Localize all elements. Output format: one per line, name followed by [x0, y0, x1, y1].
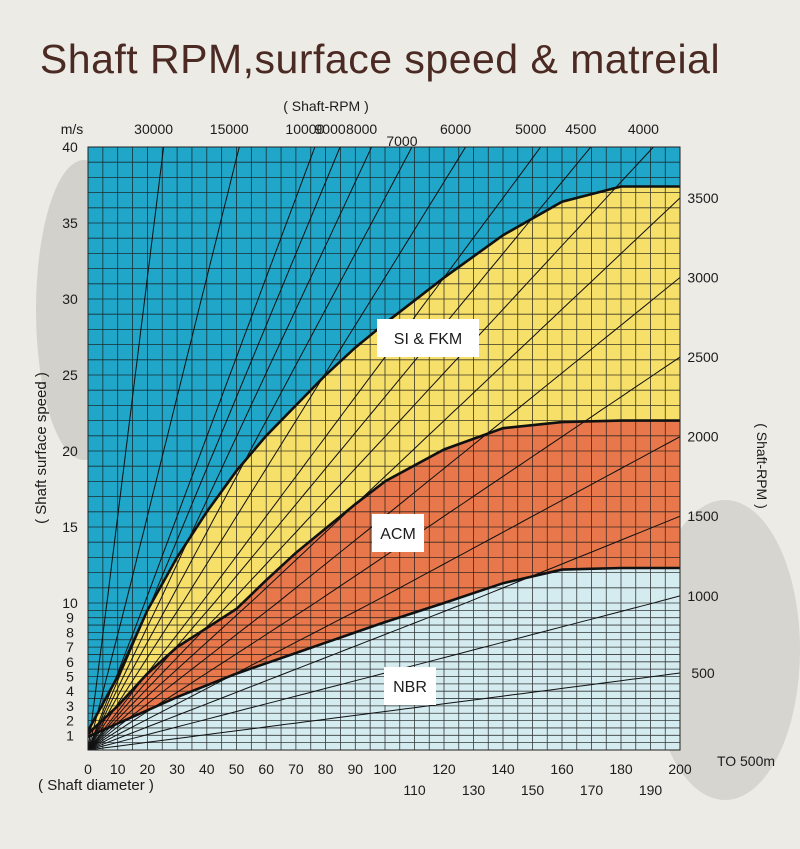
x-tick-label-secondary: 150 — [521, 782, 545, 798]
region-label-box — [384, 667, 436, 705]
right-rpm-label: 2500 — [687, 349, 718, 365]
boundary-si-fkm — [88, 185, 680, 732]
rpm-line-6000 — [88, 147, 467, 750]
rpm-line-2500 — [88, 356, 680, 750]
y-tick-label: 1 — [66, 727, 74, 743]
right-rpm-label: 1500 — [687, 508, 718, 524]
y-axis-label: ( Shaft surface speed ) — [33, 372, 50, 524]
rpm-line-3500 — [88, 197, 680, 750]
rpm-line-4000 — [88, 147, 654, 750]
y-tick-label: 2 — [66, 713, 74, 729]
boundary-acm — [88, 419, 680, 735]
right-rpm-label: 500 — [691, 665, 715, 681]
top-rpm-label: 10000 — [285, 121, 324, 137]
rpm-line-7000 — [88, 147, 413, 750]
top-rpm-label: 5000 — [515, 121, 546, 137]
x-tick-label: 100 — [373, 761, 397, 777]
region-label-si-fkm: SI & FKM — [394, 331, 462, 348]
x-tick-label: 90 — [348, 761, 364, 777]
y-tick-label: 8 — [66, 624, 74, 640]
top-rpm-label: 6000 — [440, 121, 471, 137]
y-tick-label: 3 — [66, 698, 74, 714]
top-rpm-label: 7000 — [386, 133, 417, 149]
rpm-line-10000 — [88, 147, 316, 750]
region-nbr — [88, 568, 680, 750]
rpm-line-15000 — [88, 147, 240, 750]
x-tick-label-secondary: 170 — [580, 782, 604, 798]
boundary-nbr — [88, 566, 680, 738]
y-tick-label: 6 — [66, 654, 74, 670]
x-tick-label: 160 — [550, 761, 574, 777]
x-tick-label: 140 — [491, 761, 515, 777]
y-tick-label: 30 — [62, 291, 78, 307]
x-tick-label: 30 — [169, 761, 185, 777]
y-tick-label: 20 — [62, 443, 78, 459]
region-label-nbr: NBR — [393, 679, 427, 696]
plot-frame — [87, 146, 681, 751]
rpm-line-8000 — [88, 147, 373, 750]
x-tick-label-secondary: 190 — [639, 782, 663, 798]
y-tick-label: 10 — [62, 595, 78, 611]
top-rpm-label: 9000 — [315, 121, 346, 137]
chart-title: Shaft RPM,surface speed & matreial — [39, 36, 721, 82]
x-tick-label: 40 — [199, 761, 215, 777]
grid-lines — [88, 147, 680, 750]
x-axis-label: ( Shaft diameter ) — [38, 777, 154, 794]
region-label-box — [377, 319, 479, 357]
x-tick-label-secondary: 110 — [403, 782, 426, 798]
top-axis-label: ( Shaft-RPM ) — [283, 98, 369, 114]
y-tick-label: 4 — [66, 683, 74, 699]
x-tick-label: 70 — [288, 761, 304, 777]
y-tick-label: 40 — [62, 139, 78, 155]
y-tick-label: 15 — [62, 519, 78, 535]
right-rpm-label: 2000 — [687, 429, 718, 445]
x-tick-label: 80 — [318, 761, 334, 777]
x-note-label: TO 500m — [717, 753, 775, 769]
region-label-acm: ACM — [380, 526, 416, 543]
right-axis-label: ( Shaft-RPM ) — [754, 423, 770, 509]
x-tick-label: 0 — [84, 761, 92, 777]
top-rpm-label: 8000 — [346, 121, 377, 137]
top-rpm-label: 30000 — [134, 121, 173, 137]
x-tick-label-secondary: 130 — [462, 782, 486, 798]
right-rpm-label: 3000 — [687, 269, 718, 285]
rpm-line-2000 — [88, 436, 680, 750]
region-label-box — [372, 514, 424, 552]
rpm-line-30000 — [88, 147, 165, 750]
x-tick-label: 20 — [140, 761, 156, 777]
y-unit-label: m/s — [61, 121, 84, 137]
x-tick-label: 10 — [110, 761, 126, 777]
y-tick-label: 25 — [62, 367, 78, 383]
x-tick-label: 50 — [229, 761, 245, 777]
rpm-line-1500 — [88, 515, 680, 750]
top-rpm-label: 15000 — [210, 121, 249, 137]
rpm-line-5000 — [88, 147, 542, 750]
y-tick-label: 9 — [66, 610, 74, 626]
plot-area — [88, 147, 680, 750]
top-rpm-label: 4500 — [565, 121, 596, 137]
y-tick-label: 35 — [62, 215, 78, 231]
x-tick-label: 180 — [609, 761, 633, 777]
right-rpm-label: 1000 — [687, 588, 718, 604]
x-tick-label: 60 — [258, 761, 274, 777]
y-tick-label: 5 — [66, 669, 74, 685]
right-rpm-label: 3500 — [687, 190, 718, 206]
y-tick-label: 7 — [66, 639, 74, 655]
x-tick-label: 200 — [668, 761, 692, 777]
top-rpm-label: 4000 — [628, 121, 659, 137]
x-tick-label: 120 — [432, 761, 456, 777]
rpm-line-500 — [88, 672, 680, 750]
